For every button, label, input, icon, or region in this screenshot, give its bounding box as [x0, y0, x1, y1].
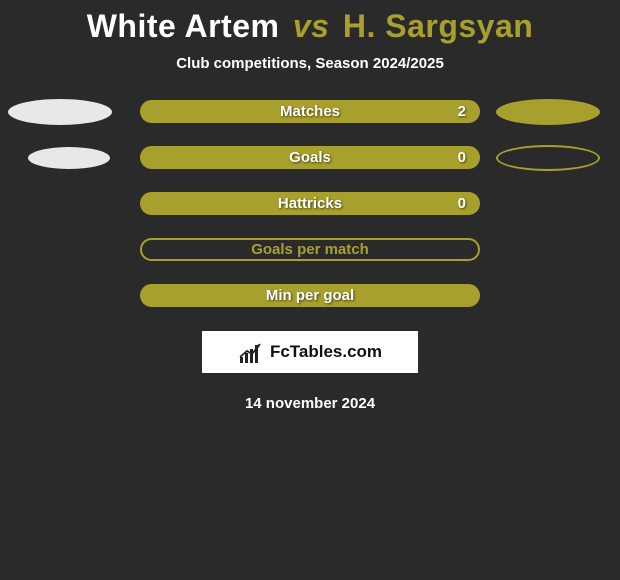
- stat-row: Min per goal: [0, 284, 620, 307]
- stat-label: Goals: [289, 149, 331, 166]
- stat-bar: Min per goal: [140, 284, 480, 307]
- bar-chart-icon: [238, 341, 266, 363]
- stat-value: 2: [458, 103, 466, 120]
- stat-row: Matches 2: [0, 100, 620, 123]
- stat-value: 0: [458, 149, 466, 166]
- right-oval: [496, 99, 600, 125]
- stat-bar: Goals per match: [140, 238, 480, 261]
- stat-row: Hattricks 0: [0, 192, 620, 215]
- stat-row: Goals per match: [0, 238, 620, 261]
- title: White Artem vs H. Sargsyan: [87, 8, 534, 45]
- stat-rows: Matches 2 Goals 0 Hattricks 0 Goals per match M…: [0, 100, 620, 307]
- stat-row: Goals 0: [0, 146, 620, 169]
- player2-name: H. Sargsyan: [343, 8, 533, 44]
- stat-label: Min per goal: [266, 287, 354, 304]
- left-oval: [8, 99, 112, 125]
- right-oval: [496, 145, 600, 171]
- stat-bar: Goals 0: [140, 146, 480, 169]
- left-oval: [28, 147, 110, 169]
- logo-box: FcTables.com: [202, 331, 418, 373]
- stat-bar: Matches 2: [140, 100, 480, 123]
- vs-label: vs: [293, 8, 330, 44]
- stat-bar: Hattricks 0: [140, 192, 480, 215]
- date-label: 14 november 2024: [245, 395, 375, 412]
- subtitle: Club competitions, Season 2024/2025: [176, 55, 444, 72]
- comparison-card: White Artem vs H. Sargsyan Club competit…: [0, 0, 620, 412]
- stat-value: 0: [458, 195, 466, 212]
- stat-label: Hattricks: [278, 195, 342, 212]
- stat-label: Goals per match: [251, 241, 369, 258]
- stat-label: Matches: [280, 103, 340, 120]
- player1-name: White Artem: [87, 8, 280, 44]
- logo-text: FcTables.com: [270, 342, 382, 362]
